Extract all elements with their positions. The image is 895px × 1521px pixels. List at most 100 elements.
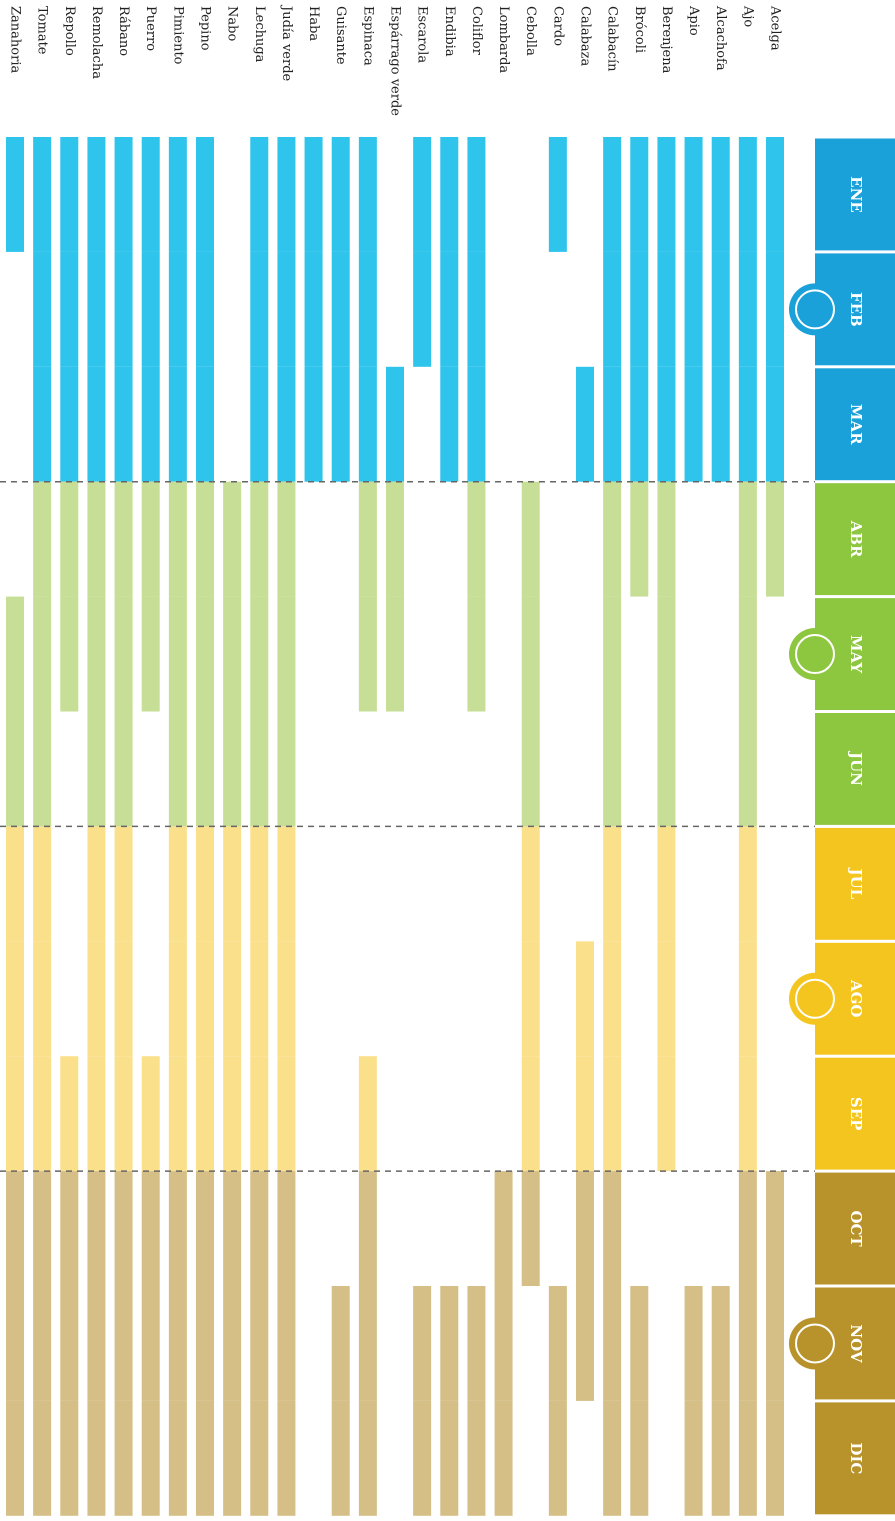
season-bar — [169, 367, 187, 482]
season-bar — [223, 1056, 241, 1171]
month-label: JUN — [847, 750, 865, 786]
season-bar — [196, 137, 214, 252]
season-bar — [603, 826, 621, 941]
season-bar — [332, 367, 350, 482]
season-calendar: ENEFEBMARABRMAYJUNJULAGOSEPOCTNOVDICAcel… — [0, 0, 895, 1521]
season-bar — [6, 826, 24, 941]
season-bar — [386, 597, 404, 712]
season-bar — [359, 482, 377, 597]
vegetable-label: Repollo — [62, 6, 77, 56]
month-label: NOV — [847, 1324, 865, 1363]
season-bar — [115, 712, 133, 827]
season-bar — [33, 367, 51, 482]
season-bar — [250, 482, 268, 597]
season-bar — [169, 137, 187, 252]
season-bar — [603, 1286, 621, 1401]
season-bar — [277, 597, 295, 712]
season-bar — [142, 597, 160, 712]
season-bar — [549, 1286, 567, 1401]
season-bar — [196, 1056, 214, 1171]
season-bar — [712, 1286, 730, 1401]
season-bar — [739, 941, 757, 1056]
season-bar — [576, 1056, 594, 1171]
season-bar — [413, 1401, 431, 1516]
season-bar — [169, 1056, 187, 1171]
season-bar — [277, 1171, 295, 1286]
season-bar — [169, 1401, 187, 1516]
month-label: ABR — [847, 520, 865, 558]
season-bar — [657, 137, 675, 252]
season-bar — [87, 941, 105, 1056]
vegetable-label: Judía verde — [279, 4, 294, 82]
season-bar — [277, 1056, 295, 1171]
season-bar — [277, 826, 295, 941]
vegetable-label: Calabacín — [605, 6, 620, 72]
season-bar — [522, 712, 540, 827]
season-bar — [712, 137, 730, 252]
season-bar — [87, 137, 105, 252]
season-bar — [60, 1286, 78, 1401]
season-bar — [467, 597, 485, 712]
season-bar — [250, 597, 268, 712]
season-bar — [115, 1056, 133, 1171]
season-bar — [87, 712, 105, 827]
season-bar — [169, 1171, 187, 1286]
season-bar — [142, 1056, 160, 1171]
vegetable-label: Berenjena — [659, 6, 674, 74]
season-bar — [169, 597, 187, 712]
season-bar — [359, 1056, 377, 1171]
season-bar — [467, 367, 485, 482]
season-bar — [766, 252, 784, 367]
season-bar — [115, 1286, 133, 1401]
season-bar — [6, 941, 24, 1056]
season-bar — [413, 137, 431, 252]
vegetable-label: Ajo — [740, 5, 755, 27]
season-bar — [657, 712, 675, 827]
season-bar — [196, 712, 214, 827]
season-bar — [359, 597, 377, 712]
vegetable-label: Calabaza — [578, 6, 593, 67]
season-bar — [603, 367, 621, 482]
season-bar — [413, 252, 431, 367]
season-bar — [33, 1286, 51, 1401]
season-bar — [115, 137, 133, 252]
vegetable-label: Escarola — [415, 6, 430, 63]
season-bar — [277, 712, 295, 827]
season-bar — [33, 712, 51, 827]
season-bar — [277, 1401, 295, 1516]
season-bar — [766, 1401, 784, 1516]
season-bar — [142, 1401, 160, 1516]
season-bar — [603, 941, 621, 1056]
season-bar — [712, 1401, 730, 1516]
season-bar — [60, 1171, 78, 1286]
season-bar — [169, 826, 187, 941]
vegetable-label: Cebolla — [523, 6, 538, 56]
season-bar — [250, 367, 268, 482]
season-bar — [657, 252, 675, 367]
season-bar — [386, 482, 404, 597]
season-bar — [115, 597, 133, 712]
season-bar — [359, 367, 377, 482]
season-bar — [115, 367, 133, 482]
season-bar — [603, 1056, 621, 1171]
season-bar — [603, 1401, 621, 1516]
season-bar — [766, 137, 784, 252]
vegetable-label: Endibia — [442, 6, 457, 57]
season-bar — [467, 482, 485, 597]
season-bar — [60, 252, 78, 367]
season-bar — [60, 597, 78, 712]
season-bar — [223, 1171, 241, 1286]
season-bar — [196, 252, 214, 367]
season-bar — [766, 482, 784, 597]
season-bar — [522, 1056, 540, 1171]
season-bar — [603, 482, 621, 597]
season-bar — [467, 1286, 485, 1401]
season-bar — [115, 1171, 133, 1286]
season-bar — [630, 1401, 648, 1516]
season-bar — [576, 941, 594, 1056]
season-bar — [332, 1401, 350, 1516]
season-bar — [6, 1056, 24, 1171]
season-bar — [223, 712, 241, 827]
season-bar — [440, 137, 458, 252]
season-bar — [33, 252, 51, 367]
